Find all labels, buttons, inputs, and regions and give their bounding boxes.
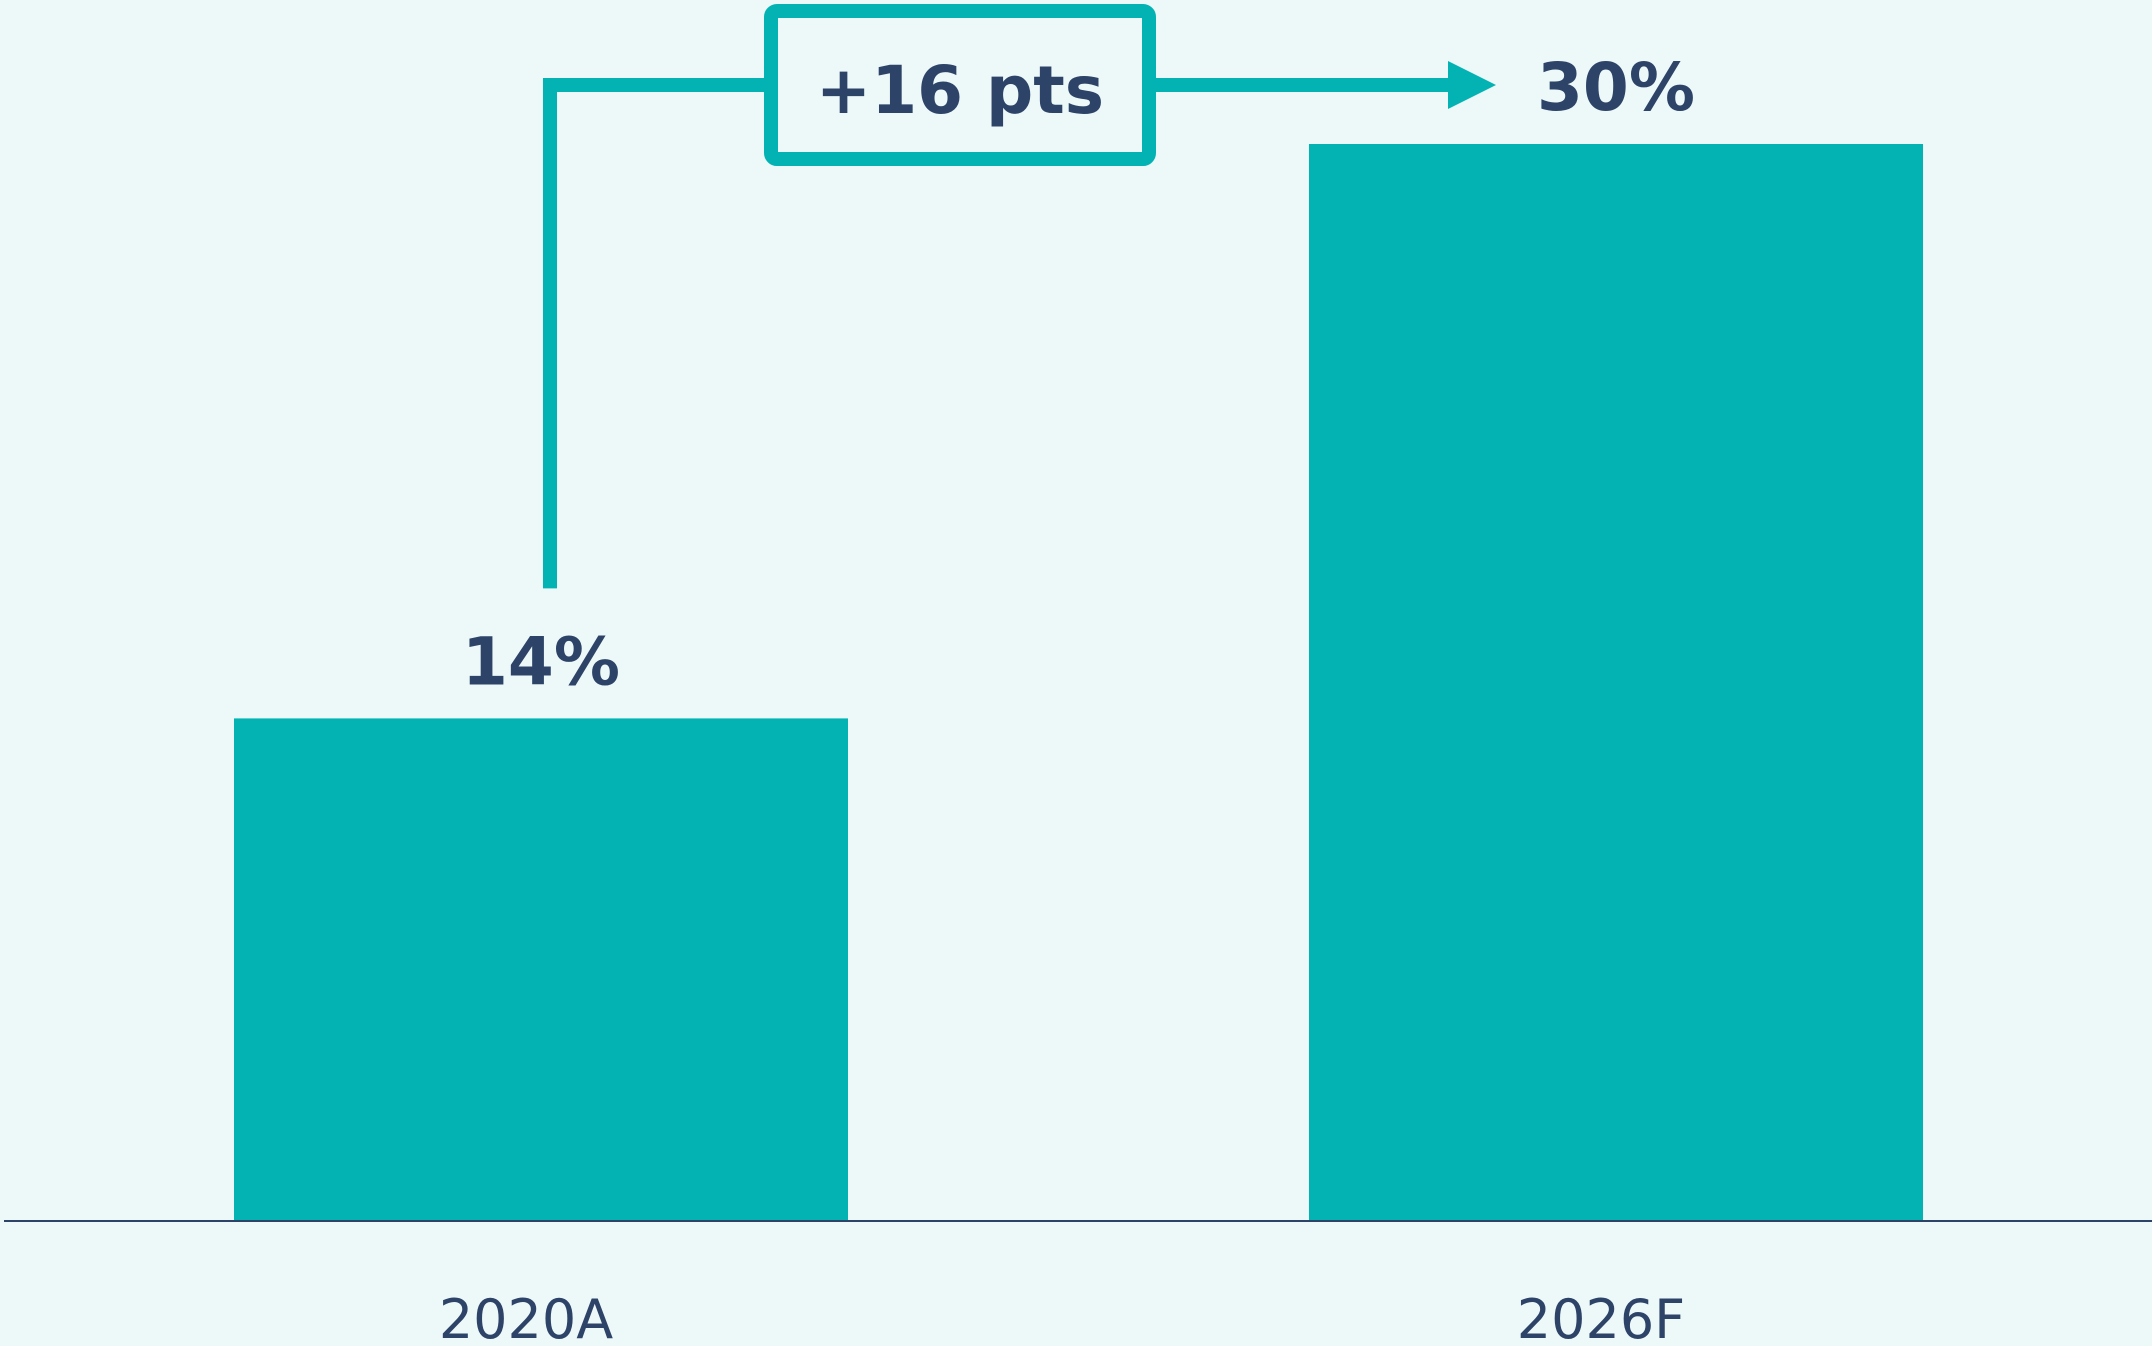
bar: [234, 718, 848, 1221]
annotation: +16 pts: [816, 52, 1104, 129]
value-label: 30%: [1537, 49, 1695, 126]
value-label: 14%: [462, 623, 620, 700]
connector: [543, 78, 771, 589]
bar: [1309, 144, 1923, 1221]
x-tick-label: 2026F: [1517, 1288, 1686, 1346]
arrow-head: [1448, 61, 1496, 109]
x-tick-label: 2020A: [439, 1288, 613, 1346]
